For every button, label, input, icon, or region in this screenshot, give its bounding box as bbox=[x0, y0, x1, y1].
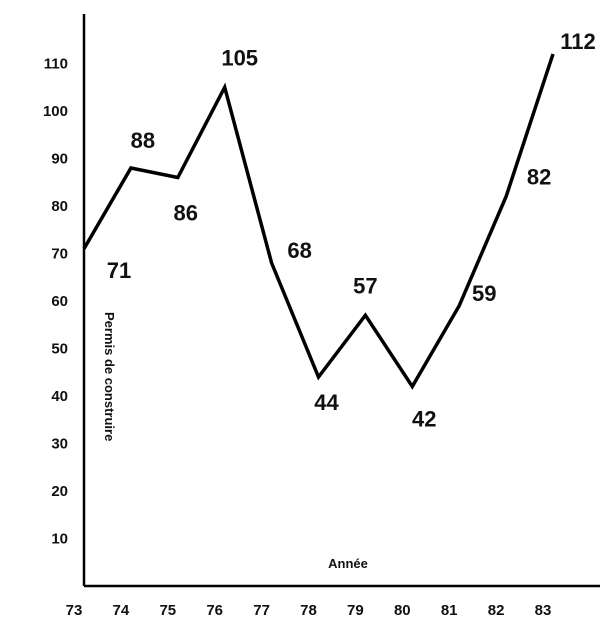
x-tick-label: 81 bbox=[441, 602, 458, 619]
x-tick-label: 77 bbox=[253, 602, 270, 619]
y-tick-label: 30 bbox=[51, 436, 68, 453]
y-tick-label: 20 bbox=[51, 483, 68, 500]
y-tick-label: 100 bbox=[43, 103, 68, 120]
data-label: 59 bbox=[472, 281, 496, 306]
data-label: 82 bbox=[527, 165, 551, 190]
data-label: 68 bbox=[287, 238, 311, 263]
y-axis-title: Permis de construire bbox=[102, 312, 117, 441]
data-labels: 71 88 86 105 68 44 57 42 59 82 112 bbox=[107, 29, 596, 432]
data-label: 42 bbox=[412, 407, 436, 432]
data-label: 71 bbox=[107, 258, 131, 283]
x-tick-labels: 73 74 75 76 77 78 79 80 81 82 83 bbox=[66, 602, 552, 619]
y-tick-label: 80 bbox=[51, 198, 68, 215]
x-tick-label: 80 bbox=[394, 602, 411, 619]
y-tick-label: 110 bbox=[44, 56, 68, 73]
x-tick-label: 78 bbox=[300, 602, 317, 619]
y-tick-label: 90 bbox=[51, 151, 68, 168]
data-label: 57 bbox=[353, 273, 377, 298]
x-tick-label: 82 bbox=[488, 602, 505, 619]
x-tick-label: 83 bbox=[535, 602, 552, 619]
x-tick-label: 74 bbox=[113, 602, 130, 619]
y-tick-label: 10 bbox=[51, 531, 68, 548]
y-tick-label: 70 bbox=[51, 246, 68, 263]
data-label: 44 bbox=[314, 390, 339, 415]
x-tick-label: 76 bbox=[206, 602, 223, 619]
data-label: 86 bbox=[174, 201, 198, 226]
data-label: 88 bbox=[131, 128, 155, 153]
x-tick-label: 73 bbox=[66, 602, 83, 619]
x-tick-label: 75 bbox=[159, 602, 176, 619]
x-axis-title: Année bbox=[328, 556, 368, 571]
x-tick-label: 79 bbox=[347, 602, 364, 619]
y-tick-label: 60 bbox=[51, 293, 68, 310]
series-line bbox=[82, 53, 555, 390]
y-tick-label: 50 bbox=[51, 341, 68, 358]
y-tick-labels: 10 20 30 40 50 60 70 80 90 100 110 bbox=[43, 56, 68, 548]
data-label: 105 bbox=[221, 45, 258, 70]
data-label: 112 bbox=[560, 29, 596, 54]
y-tick-label: 40 bbox=[51, 388, 68, 405]
